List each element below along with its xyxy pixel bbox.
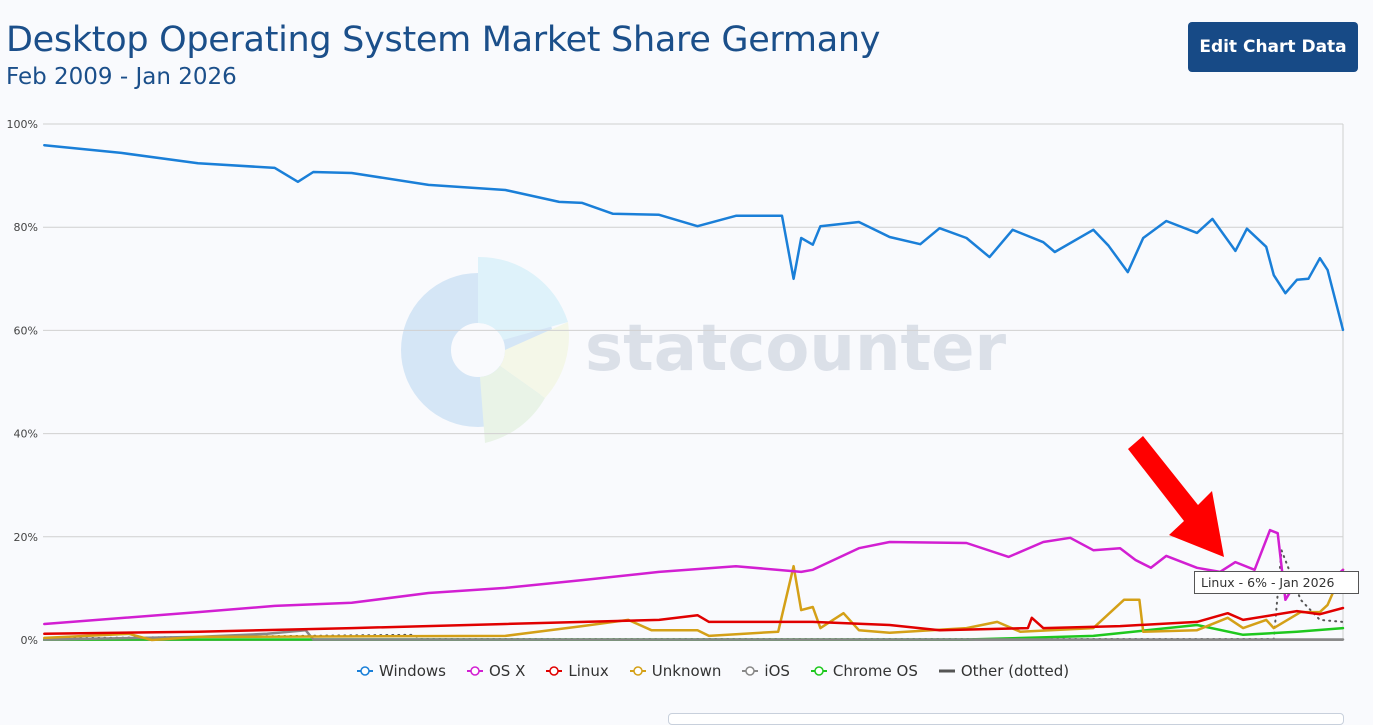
bottom-panel	[668, 713, 1344, 725]
circle-marker-icon	[810, 666, 827, 676]
circle-marker-icon	[357, 666, 373, 676]
circle-marker-icon	[466, 666, 483, 676]
red-arrow-annotation	[1128, 436, 1224, 557]
legend-label: OS X	[488, 662, 526, 680]
chart-tooltip: Linux - 6% - Jan 2026	[1194, 571, 1359, 594]
y-tick-label: 0%	[21, 634, 38, 647]
line-marker-icon	[938, 669, 955, 673]
legend-item[interactable]: Windows	[356, 662, 446, 680]
y-tick-label: 20%	[14, 531, 38, 544]
y-tick-label: 40%	[14, 428, 38, 441]
circle-marker-icon	[742, 666, 759, 676]
date-range-subtitle: Feb 2009 - Jan 2026	[6, 64, 237, 90]
legend-item[interactable]: Linux	[545, 662, 609, 680]
page-title: Desktop Operating System Market Share Ge…	[6, 20, 881, 60]
legend-label: iOS	[764, 662, 790, 680]
legend-item[interactable]: Unknown	[629, 662, 722, 680]
legend-item[interactable]: iOS	[741, 662, 790, 680]
chart-legend: Windows OS X Linux Unknown iOS Chrome OS Other…	[356, 662, 1069, 680]
watermark-text: statcounter	[585, 312, 1007, 386]
y-tick-label: 60%	[14, 324, 38, 337]
edit-chart-data-button[interactable]: Edit Chart Data	[1188, 22, 1358, 72]
circle-marker-icon	[546, 666, 563, 676]
legend-label: Windows	[379, 662, 446, 680]
series-line-ios[interactable]	[43, 628, 1345, 641]
y-tick-label: 100%	[7, 118, 38, 131]
legend-item[interactable]: Chrome OS	[810, 662, 918, 680]
series-line-unknown[interactable]	[43, 564, 1345, 642]
y-tick-label: 80%	[14, 221, 38, 234]
legend-label: Linux	[568, 662, 609, 680]
legend-item[interactable]: Other (dotted)	[938, 662, 1069, 680]
circle-marker-icon	[629, 666, 646, 676]
legend-label: Other (dotted)	[960, 662, 1070, 680]
legend-label: Chrome OS	[832, 662, 918, 680]
statcounter-watermark: statcounter	[401, 256, 1007, 443]
series-line-os-x[interactable]	[43, 528, 1345, 626]
legend-item[interactable]: OS X	[466, 662, 525, 680]
series-line-windows[interactable]	[43, 143, 1345, 332]
series-line-linux[interactable]	[43, 606, 1345, 636]
legend-label: Unknown	[651, 662, 722, 680]
